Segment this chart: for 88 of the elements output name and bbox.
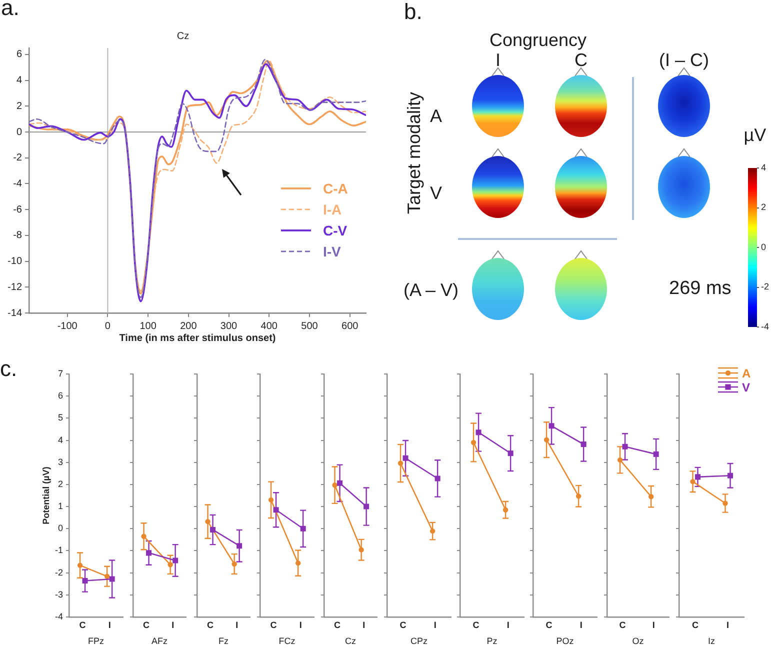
y-tick-label: A [430,106,442,126]
y-tick-label: -3 [54,589,63,600]
x-tick-label: C [207,620,214,630]
x-tick-label: I [726,620,730,630]
legend-label: A [742,366,751,380]
x-tick-label: C [574,50,588,70]
x-axis-title: Congruency [489,30,587,50]
x-tick-label: C [270,620,278,630]
x-axis-title: Cz [345,636,357,646]
color-bar-label: 2 [761,202,766,212]
y-tick-label: 6 [58,390,63,401]
x-tick-label: I [236,620,238,630]
legend-label: I-A [323,201,342,218]
x-axis-title: Iz [708,636,716,646]
y-tick-label: (A – V) [403,280,459,300]
x-tick-label: C [334,620,342,630]
x-axis-title: FCz [278,636,296,646]
x-tick-label: C [400,620,407,630]
y-tick-label: 0 [58,523,63,534]
y-axis-title: Potential (µV) [40,466,51,524]
y-tick-label: -2 [54,567,63,578]
y-tick-label: 4 [58,434,63,445]
x-tick-label: C [619,620,626,630]
text: b. [404,0,422,24]
text: a. [1,0,20,20]
legend-label: C-V [323,222,348,238]
x-tick-label: 100 [140,320,157,332]
y-tick-label: V [430,183,442,203]
y-tick-label: -2 [13,152,22,164]
y-tick-label: -8 [13,230,22,242]
y-tick-label: 0 [16,126,22,138]
y-tick-label: -12 [8,282,22,293]
y-tick-label: 6 [16,49,22,60]
x-tick-label: 600 [342,320,359,332]
x-axis-title: Pz [486,636,498,646]
x-axis-title: CPz [410,636,428,646]
x-tick-label: (I – C) [658,50,710,70]
x-tick-label: I [299,620,302,630]
x-tick-label: I [506,620,510,630]
x-tick-label: 300 [220,320,238,332]
y-tick-label: 3 [58,456,63,467]
x-tick-label: I [108,620,111,630]
x-tick-label: C [546,620,553,630]
y-tick-label: -10 [8,256,22,268]
y-tick-label: 4 [16,75,22,86]
x-tick-label: I [172,620,174,630]
legend-label: I-V [323,243,342,260]
y-tick-label: -1 [54,545,63,556]
x-axis-title: Oz [632,636,644,646]
y-tick-label: 7 [58,368,63,378]
x-tick-label: C [692,620,699,630]
y-tick-label: -4 [54,611,63,622]
chart-title: Cz [176,30,190,42]
x-tick-label: 200 [180,320,198,332]
x-tick-label: 0 [104,320,111,332]
color-bar-label: -4 [761,321,770,332]
color-bar-title: µV [744,125,766,145]
x-tick-label: C [143,620,150,630]
y-tick-label: -14 [8,308,22,319]
annotation: 269 ms [669,278,732,299]
x-tick-label: I [495,50,501,70]
x-tick-label: 400 [260,320,278,332]
text: c. [0,356,18,381]
y-tick-label: 2 [16,100,22,112]
x-axis-title: POz [556,636,574,646]
legend-label: C-A [323,180,348,196]
y-tick-label: 2 [58,478,63,489]
color-bar-label: 4 [761,162,766,172]
x-axis-title: Fz [218,636,230,646]
y-tick-label: 5 [58,412,63,423]
x-axis-title: AFz [152,636,168,646]
x-tick-label: C [79,620,86,630]
x-axis-title: Time (in ms after stimulus onset) [119,332,276,344]
y-axis-title: Target modality [404,92,424,214]
x-tick-label: -100 [57,320,78,332]
y-tick-label: -6 [13,204,22,216]
x-tick-label: I [580,620,582,630]
x-tick-label: I [434,620,436,630]
x-tick-label: I [652,620,655,630]
color-bar-label: -2 [761,282,770,292]
x-tick-label: C [472,620,480,630]
x-tick-label: 500 [301,320,318,332]
x-axis-title: FPz [88,636,105,646]
y-tick-label: -4 [13,178,22,190]
color-bar-label: 0 [761,242,766,252]
x-tick-label: I [362,620,366,630]
y-tick-label: 1 [58,501,63,512]
legend-label: V [742,380,750,394]
